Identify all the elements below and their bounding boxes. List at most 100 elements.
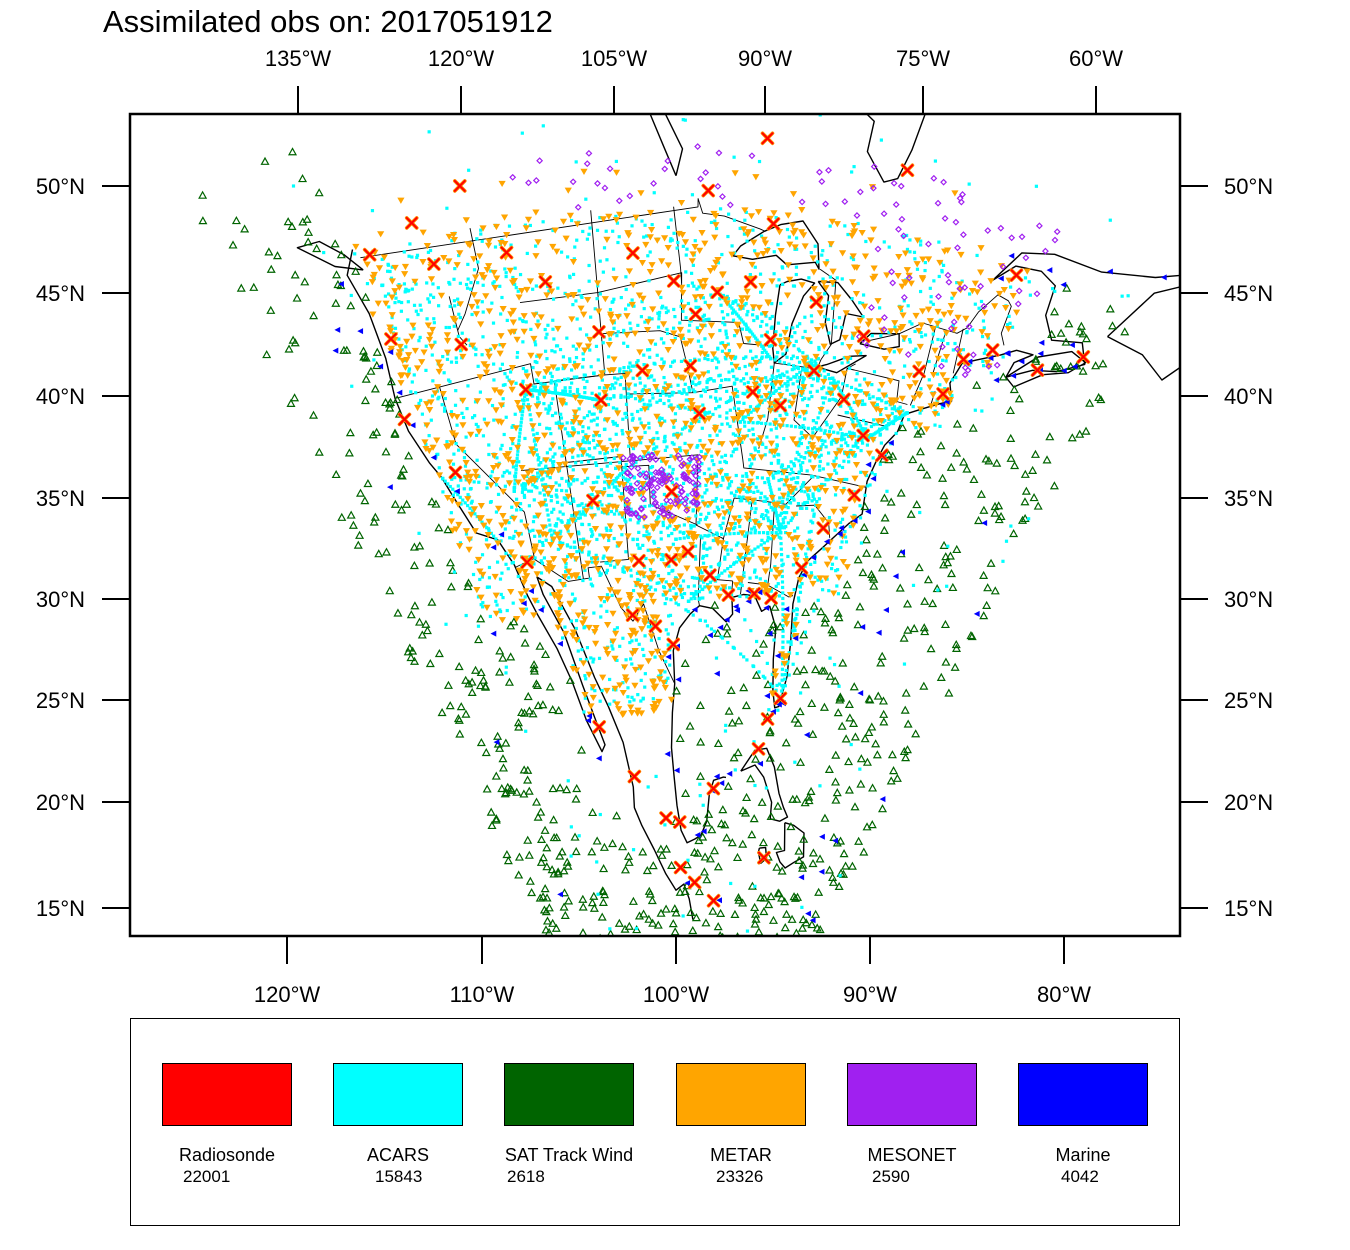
acars-marker bbox=[801, 484, 805, 488]
acars-marker bbox=[626, 606, 630, 610]
metar-marker bbox=[445, 258, 453, 265]
sat-wind-marker bbox=[1009, 528, 1019, 538]
acars-marker bbox=[703, 517, 708, 521]
acars-marker bbox=[840, 465, 845, 470]
metar-marker bbox=[682, 449, 690, 456]
acars-marker bbox=[793, 425, 798, 429]
acars-marker bbox=[556, 547, 560, 551]
acars-marker bbox=[489, 474, 493, 478]
acars-marker bbox=[577, 407, 581, 411]
sat-wind-marker bbox=[879, 709, 889, 718]
sat-wind-marker bbox=[514, 722, 524, 731]
acars-marker bbox=[810, 361, 814, 365]
acars-marker bbox=[817, 464, 822, 468]
acars-marker bbox=[718, 207, 723, 211]
acars-marker bbox=[481, 283, 485, 287]
sat-wind-marker bbox=[830, 676, 840, 685]
acars-marker bbox=[777, 535, 781, 539]
acars-marker bbox=[626, 396, 630, 400]
acars-marker bbox=[586, 426, 591, 430]
metar-marker bbox=[401, 271, 409, 278]
acars-marker bbox=[714, 474, 719, 478]
acars-marker bbox=[518, 427, 522, 432]
acars-marker bbox=[498, 284, 502, 288]
sat-wind-marker bbox=[864, 694, 874, 703]
acars-marker bbox=[656, 516, 660, 520]
acars-marker bbox=[694, 383, 698, 387]
sat-wind-marker bbox=[936, 441, 946, 450]
acars-marker bbox=[658, 416, 662, 420]
acars-marker bbox=[541, 383, 545, 387]
acars-marker bbox=[535, 360, 539, 365]
sat-wind-marker bbox=[707, 825, 717, 834]
acars-marker bbox=[591, 397, 595, 402]
acars-marker bbox=[824, 420, 828, 424]
acars-marker bbox=[702, 319, 706, 323]
acars-marker bbox=[548, 476, 552, 480]
metar-marker bbox=[800, 409, 808, 417]
sat-wind-marker bbox=[445, 701, 455, 710]
acars-marker bbox=[547, 404, 551, 408]
acars-marker bbox=[521, 406, 525, 410]
acars-marker bbox=[614, 214, 618, 219]
metar-marker bbox=[869, 401, 877, 408]
acars-marker bbox=[476, 260, 480, 264]
acars-marker bbox=[517, 435, 522, 439]
acars-marker bbox=[678, 584, 683, 588]
metar-marker bbox=[906, 384, 914, 391]
sat-wind-marker bbox=[544, 903, 554, 912]
acars-marker bbox=[476, 624, 481, 628]
acars-marker bbox=[791, 382, 795, 386]
acars-marker bbox=[752, 408, 756, 412]
acars-marker bbox=[777, 522, 781, 526]
acars-marker bbox=[628, 657, 633, 661]
acars-marker bbox=[842, 459, 846, 463]
acars-marker bbox=[574, 461, 578, 465]
acars-marker bbox=[716, 346, 720, 350]
sat-wind-marker bbox=[370, 512, 380, 521]
acars-marker bbox=[806, 426, 810, 430]
metar-marker bbox=[474, 556, 483, 564]
acars-marker bbox=[754, 575, 759, 579]
acars-marker bbox=[726, 486, 730, 490]
acars-marker bbox=[595, 397, 599, 402]
acars-marker bbox=[504, 271, 508, 275]
acars-marker bbox=[730, 306, 734, 310]
sat-wind-marker bbox=[867, 820, 877, 829]
acars-marker bbox=[460, 411, 464, 415]
acars-marker bbox=[798, 691, 803, 695]
acars-marker bbox=[791, 496, 795, 500]
acars-marker bbox=[775, 443, 779, 447]
metar-marker bbox=[726, 505, 735, 513]
acars-marker bbox=[840, 540, 844, 544]
acars-marker bbox=[892, 405, 897, 409]
acars-marker bbox=[610, 300, 614, 304]
acars-marker bbox=[791, 470, 795, 475]
acars-marker bbox=[579, 512, 583, 516]
acars-marker bbox=[743, 618, 747, 622]
sat-wind-marker bbox=[417, 630, 427, 639]
metar-marker bbox=[559, 218, 568, 225]
acars-marker bbox=[453, 476, 457, 480]
acars-marker bbox=[750, 506, 754, 511]
acars-marker bbox=[656, 325, 661, 329]
sat-wind-marker bbox=[552, 833, 562, 842]
metar-marker bbox=[499, 555, 507, 562]
acars-marker bbox=[1004, 539, 1009, 543]
acars-marker bbox=[544, 390, 548, 394]
acars-marker bbox=[727, 586, 732, 590]
acars-marker bbox=[847, 430, 852, 434]
sat-wind-marker bbox=[578, 902, 588, 911]
acars-marker bbox=[622, 570, 626, 574]
sat-wind-marker bbox=[555, 783, 565, 792]
metar-marker bbox=[688, 402, 696, 409]
acars-marker bbox=[718, 414, 722, 418]
acars-marker bbox=[560, 454, 564, 458]
acars-marker bbox=[652, 191, 656, 195]
acars-marker bbox=[719, 498, 724, 502]
acars-marker bbox=[624, 487, 628, 491]
acars-marker bbox=[698, 484, 702, 488]
acars-marker bbox=[564, 496, 568, 500]
sat-wind-marker bbox=[800, 680, 811, 689]
acars-marker bbox=[545, 357, 549, 361]
